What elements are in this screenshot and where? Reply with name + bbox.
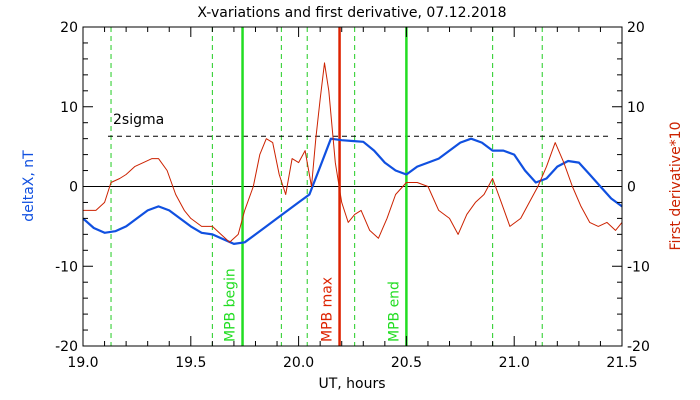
y-tick-label-right-2: 0 xyxy=(627,180,636,196)
grid-layer: MPB begin MPB max MPB end xyxy=(83,27,622,346)
y-axis-label-right: First derivative*10 xyxy=(668,121,684,250)
marker-label-0: MPB begin xyxy=(223,268,239,342)
threshold-label: 2sigma xyxy=(113,112,164,128)
series-layer xyxy=(82,62,623,245)
marker-label-1: MPB max xyxy=(320,277,336,342)
y-tick-label-left-0: -20 xyxy=(55,339,78,355)
y-tick-label-left-2: 0 xyxy=(69,180,78,196)
marker-label-2: MPB end xyxy=(386,281,402,342)
y-tick-label-right-3: 10 xyxy=(627,100,645,116)
y-tick-label-right-1: -10 xyxy=(627,259,650,275)
x-tick-label-3: 20.5 xyxy=(391,355,422,371)
y-tick-label-left-4: 20 xyxy=(60,20,78,36)
y-tick-label-left-3: 10 xyxy=(60,100,78,116)
x-tick-label-4: 21.0 xyxy=(499,355,530,371)
series-line-1 xyxy=(83,62,623,243)
y-tick-label-right-0: -20 xyxy=(627,339,650,355)
labels-layer: X-variations and first derivative, 07.12… xyxy=(21,5,684,392)
x-axis-label: UT, hours xyxy=(318,376,385,392)
chart-title: X-variations and first derivative, 07.12… xyxy=(197,5,506,21)
y-axis-label-left: deltaX, nT xyxy=(21,150,37,222)
y-tick-label-left-1: -10 xyxy=(55,259,78,275)
x-tick-label-0: 19.0 xyxy=(67,355,98,371)
x-tick-label-5: 21.5 xyxy=(606,355,637,371)
series-line-0 xyxy=(82,137,623,245)
y-tick-label-right-4: 20 xyxy=(627,20,645,36)
x-tick-label-2: 20.0 xyxy=(283,355,314,371)
axes-layer: 19.0 19.5 20.0 20.5 21.0 21.5-20 -20-10 -100 010… xyxy=(55,20,650,371)
x-tick-label-1: 19.5 xyxy=(175,355,206,371)
